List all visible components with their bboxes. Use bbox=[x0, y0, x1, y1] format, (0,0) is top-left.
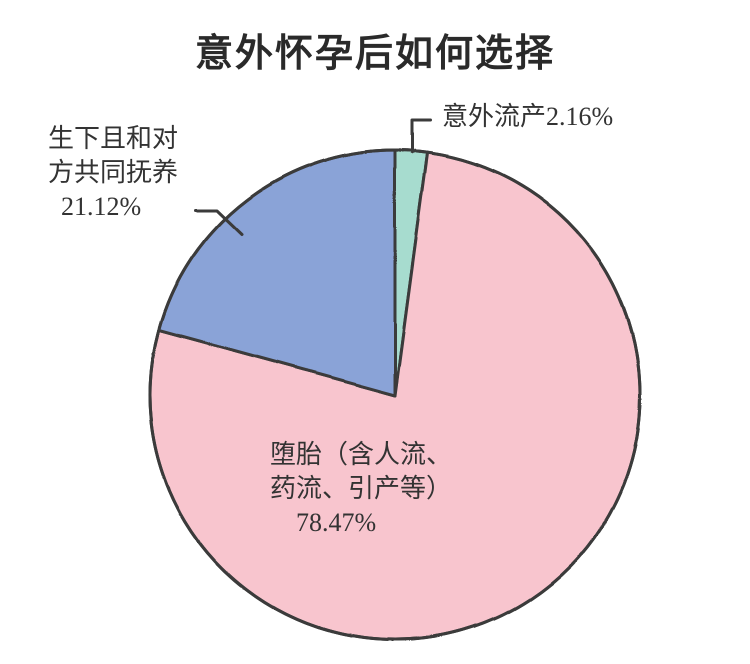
pie-chart-container: 意外怀孕后如何选择 意外流产2.16%堕胎（含人流、 药流、引产等） 78.47… bbox=[0, 0, 750, 664]
leader-miscarriage bbox=[412, 120, 430, 152]
label-abortion: 堕胎（含人流、 药流、引产等） 78.47% bbox=[270, 438, 452, 539]
pie-chart-svg bbox=[0, 0, 750, 664]
label-miscarriage: 意外流产2.16% bbox=[442, 100, 613, 134]
label-keep: 生下且和对 方共同抚养 21.12% bbox=[48, 122, 178, 223]
